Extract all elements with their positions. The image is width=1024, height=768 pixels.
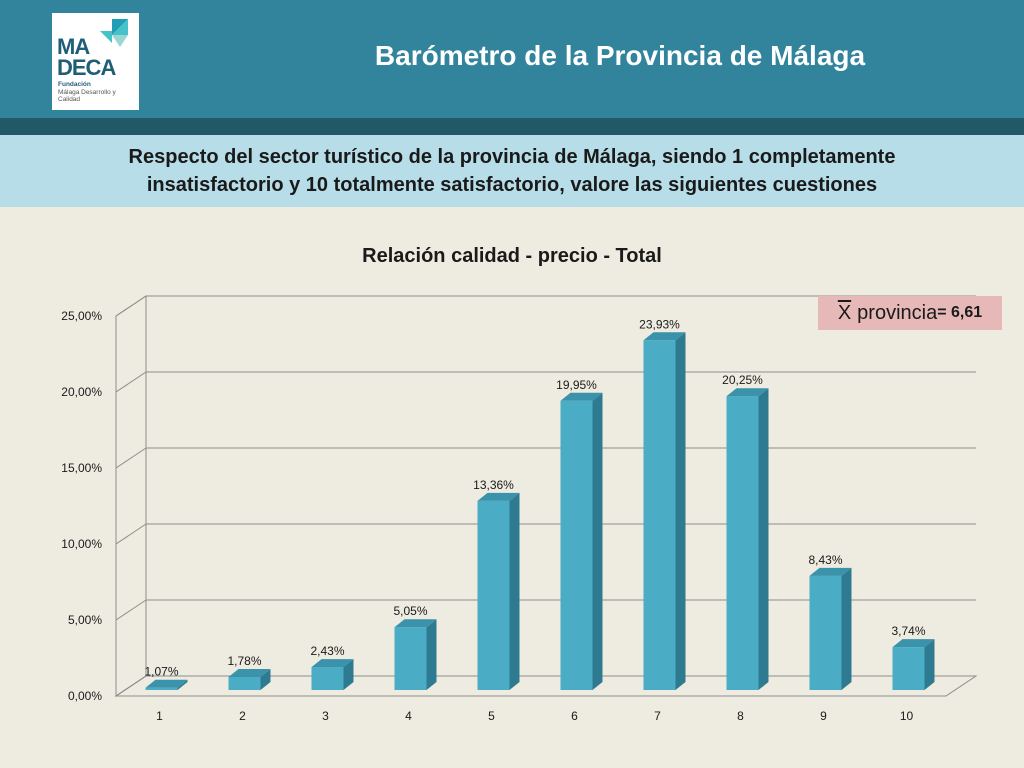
bar-side xyxy=(426,619,437,690)
data-label: 1,07% xyxy=(144,665,178,679)
logo-subtitle: Fundación Málaga Desarrollo y Calidad xyxy=(58,81,136,104)
bar xyxy=(311,667,344,690)
bar-side xyxy=(841,567,852,690)
header-strip xyxy=(0,118,1024,135)
gridline-depth xyxy=(115,523,147,545)
bar xyxy=(809,575,842,690)
madeca-logo: MA DECA Fundación Málaga Desarrollo y Ca… xyxy=(52,13,139,110)
gridline-depth xyxy=(115,675,147,697)
question-text: Respecto del sector turístico de la prov… xyxy=(128,146,896,196)
bar xyxy=(145,687,178,690)
y-tick-label: 0,00% xyxy=(68,689,102,703)
mean-value: = 6,61 xyxy=(937,304,983,321)
bar-side xyxy=(675,332,686,690)
bar-top xyxy=(643,332,686,341)
x-tick-label: 6 xyxy=(571,709,578,723)
bar-side xyxy=(509,492,520,690)
bar xyxy=(560,400,593,690)
bar-top xyxy=(145,679,188,688)
x-tick-label: 5 xyxy=(488,709,495,723)
x-tick-label: 10 xyxy=(900,709,914,723)
x-tick-label: 9 xyxy=(820,709,827,723)
y-tick-label: 10,00% xyxy=(61,537,102,551)
bar-side xyxy=(260,668,271,690)
bar xyxy=(228,676,261,690)
data-label: 3,74% xyxy=(891,624,925,638)
bar xyxy=(726,396,759,690)
x-tick-label: 7 xyxy=(654,709,661,723)
bar-top xyxy=(892,639,935,648)
y-tick-label: 20,00% xyxy=(61,385,102,399)
bar-side xyxy=(592,392,603,690)
data-label: 8,43% xyxy=(808,553,842,567)
data-label: 23,93% xyxy=(639,317,680,331)
gridline-depth xyxy=(115,599,147,621)
mean-label: provincia xyxy=(857,301,938,324)
bar xyxy=(892,647,925,690)
y-tick-label: 25,00% xyxy=(61,309,102,323)
x-tick-label: 2 xyxy=(239,709,246,723)
bar xyxy=(394,627,427,690)
logo-text-ma: MA xyxy=(57,34,90,59)
bar xyxy=(643,340,676,690)
bar-side xyxy=(177,679,188,690)
page-title: Barómetro de la Provincia de Málaga xyxy=(374,40,866,71)
data-label: 5,05% xyxy=(393,604,427,618)
logo-foundation-name: Málaga Desarrollo y Calidad xyxy=(58,88,116,104)
bar-side xyxy=(343,659,354,690)
question-band: Respecto del sector turístico de la prov… xyxy=(0,135,1024,207)
bar-top xyxy=(560,392,603,401)
gridline-depth xyxy=(115,371,147,393)
data-label: 20,25% xyxy=(722,373,763,387)
bar-top xyxy=(809,567,852,576)
y-tick-label: 5,00% xyxy=(68,613,102,627)
data-label: 13,36% xyxy=(473,478,514,492)
y-tick-label: 15,00% xyxy=(61,461,102,475)
bar-top xyxy=(228,668,271,677)
gridline-depth xyxy=(115,295,147,317)
bar-top xyxy=(311,659,354,668)
chart-left-wall xyxy=(115,295,147,697)
bar-top xyxy=(726,388,769,397)
gridline-depth xyxy=(115,447,147,469)
bar-side xyxy=(758,388,769,690)
data-label: 19,95% xyxy=(556,378,597,392)
bar-side xyxy=(924,639,935,690)
data-label: 2,43% xyxy=(310,644,344,658)
logo-foundation: Fundación xyxy=(58,81,91,88)
header-bar xyxy=(0,0,1024,118)
data-label: 1,78% xyxy=(227,654,261,668)
bar xyxy=(477,500,510,690)
x-tick-label: 3 xyxy=(322,709,329,723)
bar-top xyxy=(477,492,520,501)
x-tick-label: 8 xyxy=(737,709,744,723)
bar-top xyxy=(394,619,437,628)
mean-badge: X provincia = 6,61 xyxy=(818,296,1002,330)
logo-mark-icon xyxy=(100,19,128,47)
mean-symbol: X xyxy=(837,301,852,324)
chart-title: Relación calidad - precio - Total xyxy=(362,245,662,267)
x-tick-label: 4 xyxy=(405,709,412,723)
x-tick-label: 1 xyxy=(156,709,163,723)
logo-text-deca: DECA xyxy=(57,55,116,80)
